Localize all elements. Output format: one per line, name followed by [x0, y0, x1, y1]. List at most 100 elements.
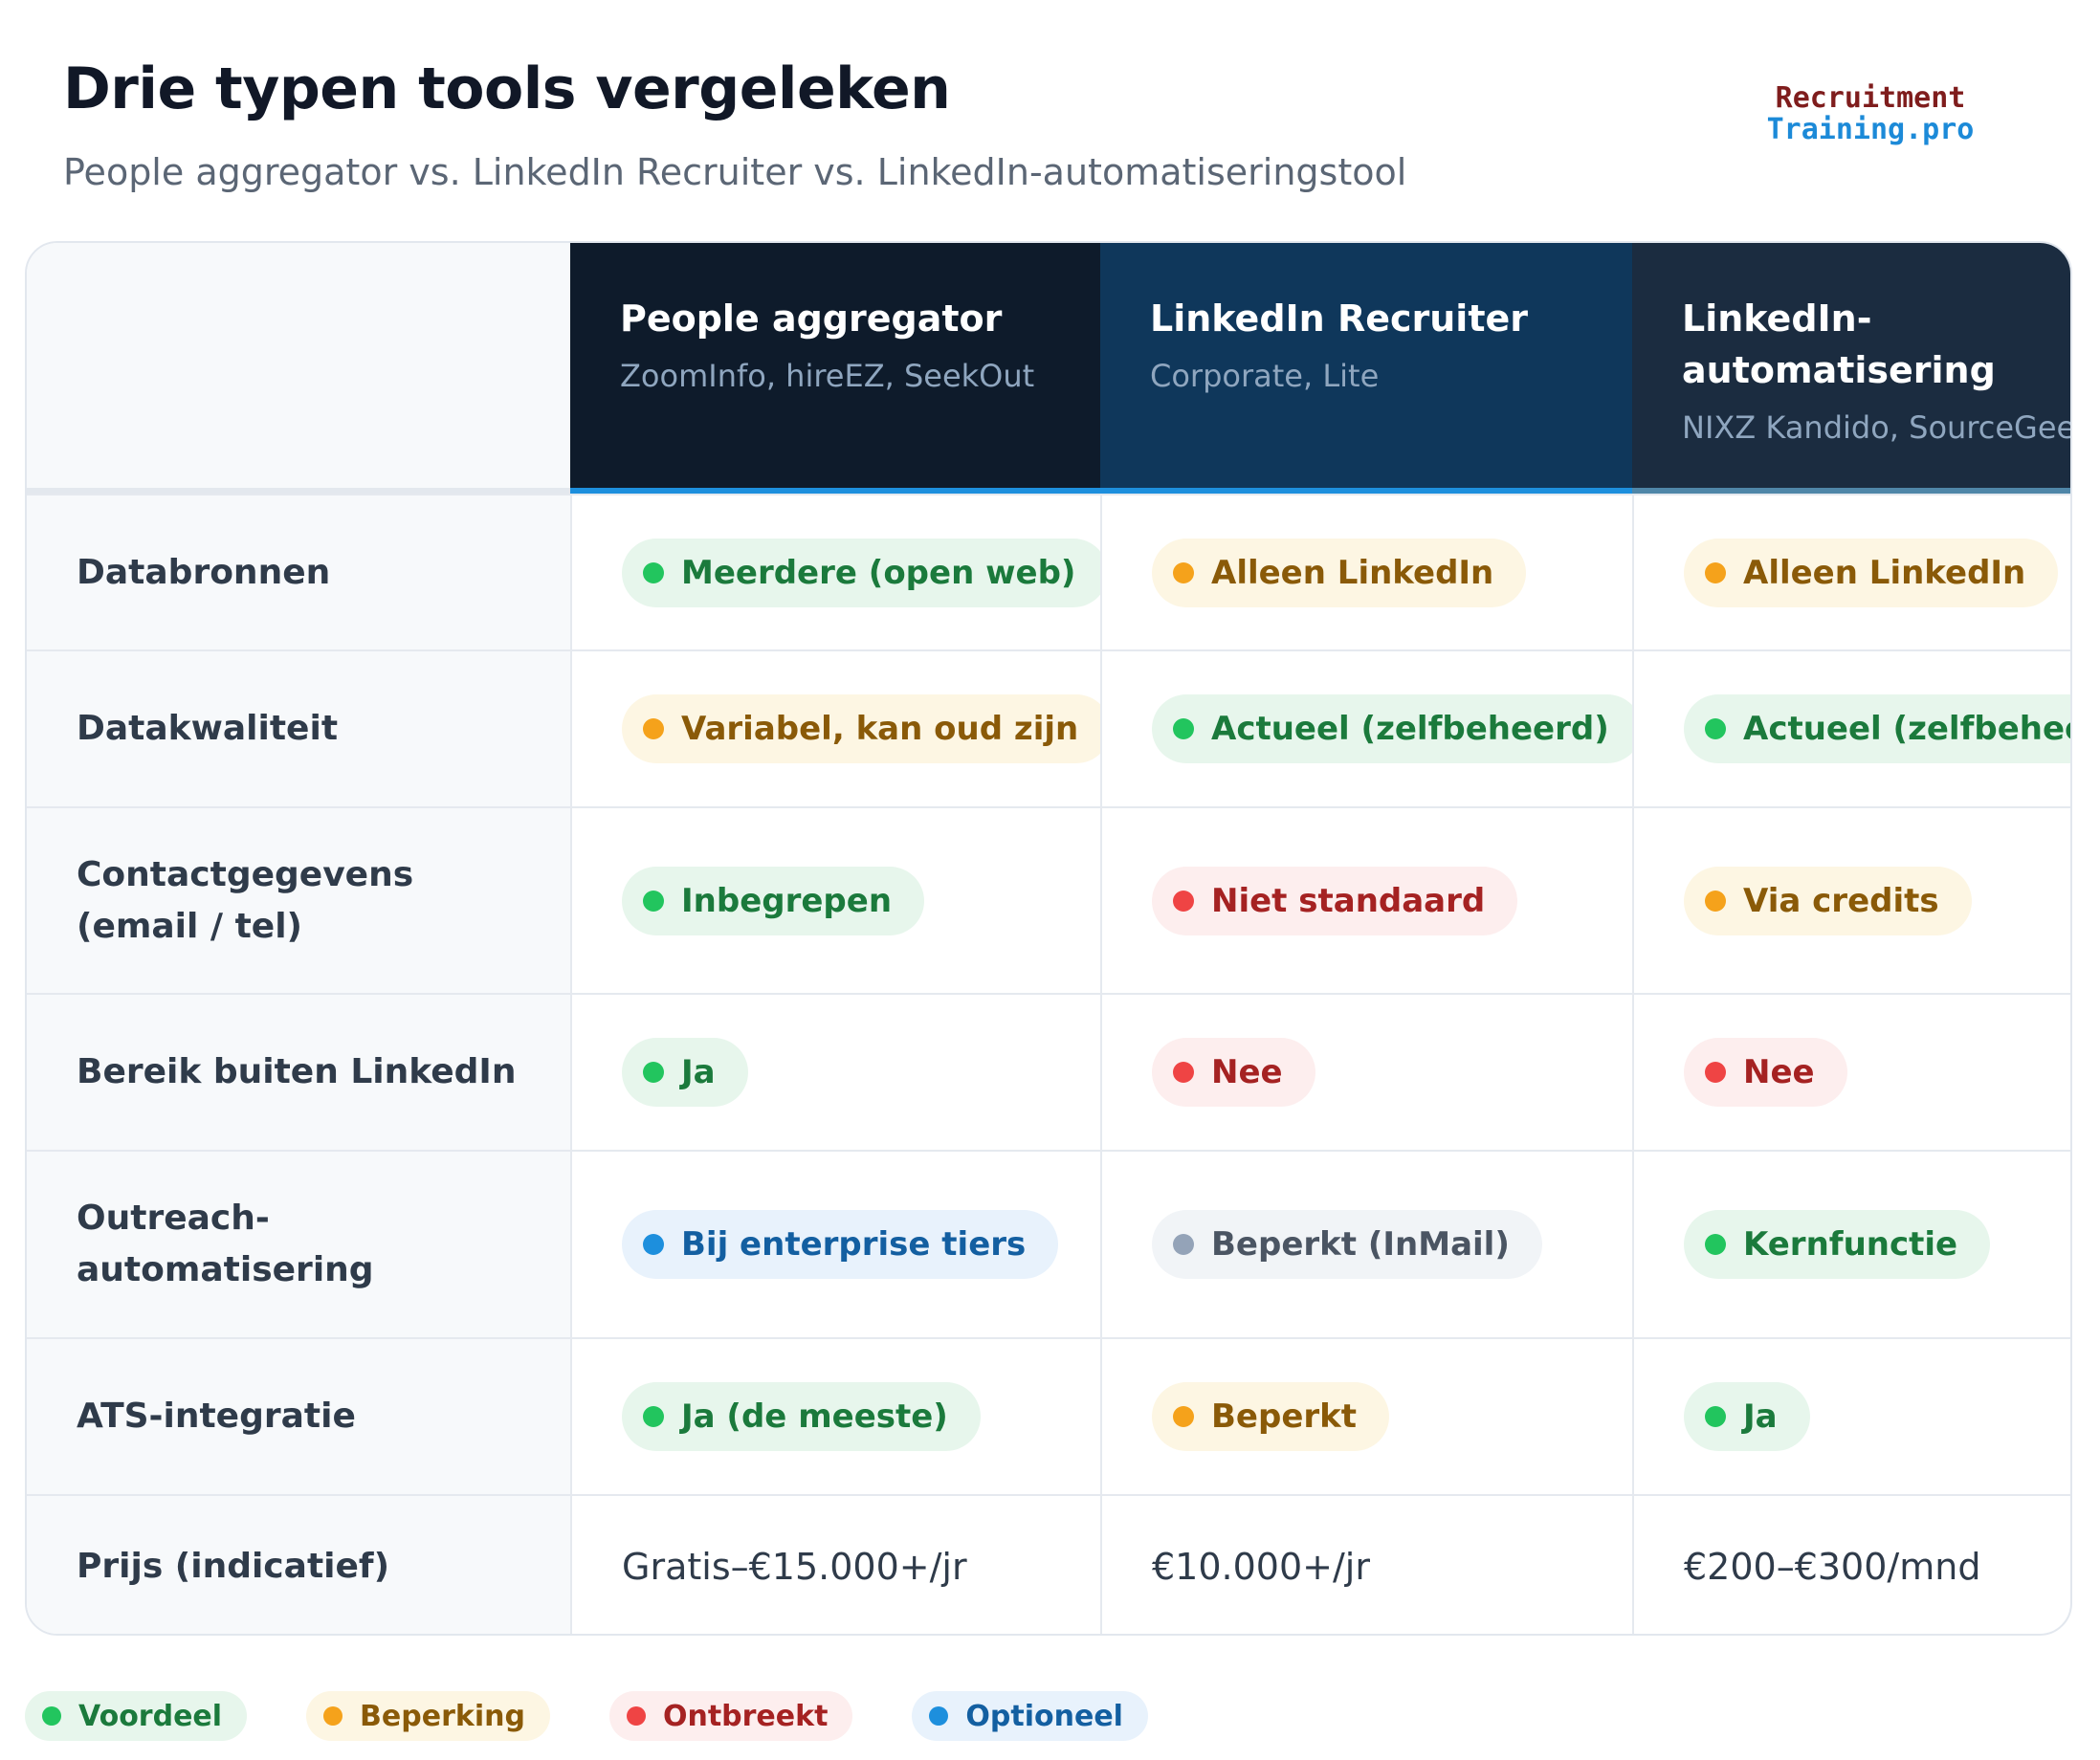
status-text: Nee: [1743, 1053, 1815, 1091]
table-cell: Kernfunctie: [1632, 1152, 2070, 1337]
status-badge: Alleen LinkedIn: [1684, 538, 2059, 607]
status-text: Beperkt (InMail): [1211, 1225, 1510, 1264]
status-dot-icon: [1705, 1062, 1726, 1083]
status-badge: Variabel, kan oud zijn: [622, 694, 1100, 763]
column-title: People aggregator: [620, 297, 1003, 340]
row-label: Outreach-automatisering: [27, 1152, 570, 1337]
logo-line-1: Recruitment: [1775, 81, 1966, 115]
status-badge: Via credits: [1684, 866, 1972, 935]
page-title: Drie typen tools vergeleken: [63, 55, 951, 122]
status-text: Ja: [681, 1053, 716, 1091]
status-text: Kernfunctie: [1743, 1225, 1958, 1264]
status-text: Alleen LinkedIn: [1743, 553, 2026, 592]
legend-label: Voordeel: [78, 1699, 223, 1733]
status-dot-icon: [643, 718, 664, 739]
header-corner: [27, 243, 570, 494]
table-cell: €10.000+/jr: [1100, 1496, 1632, 1634]
table-cell: Niet standaard: [1100, 808, 1632, 993]
status-text: Meerdere (open web): [681, 553, 1076, 592]
status-dot-icon: [1705, 1234, 1726, 1255]
table-row: Datakwaliteit Variabel, kan oud zijn Actue…: [27, 649, 2070, 806]
table-row: Contactgegevens (email / tel) Inbegrepen N…: [27, 806, 2070, 993]
status-badge: Alleen LinkedIn: [1152, 538, 1527, 607]
status-text: Ja (de meeste): [681, 1397, 948, 1436]
status-dot-icon: [1705, 890, 1726, 912]
status-badge: Kernfunctie: [1684, 1210, 1991, 1279]
status-badge: Beperkt (InMail): [1152, 1210, 1542, 1279]
status-text: Via credits: [1743, 881, 1939, 920]
legend-dot-icon: [929, 1706, 949, 1726]
status-text: Actueel (zelfbeheerd): [1743, 710, 2070, 748]
logo-line-2: Training.pro: [1766, 113, 1975, 146]
status-dot-icon: [643, 561, 664, 583]
status-dot-icon: [1705, 561, 1726, 583]
price-value: Gratis–€15.000+/jr: [622, 1546, 967, 1588]
legend-item: Optioneel: [912, 1691, 1148, 1741]
column-title: LinkedIn Recruiter: [1150, 297, 1528, 340]
table-cell: Via credits: [1632, 808, 2070, 993]
column-header-aggregator: People aggregator ZoomInfo, hireEZ, Seek…: [570, 243, 1100, 494]
legend-label: Beperking: [360, 1699, 525, 1733]
status-dot-icon: [1173, 890, 1194, 912]
status-badge: Bij enterprise tiers: [622, 1210, 1059, 1279]
column-header-recruiter: LinkedIn Recruiter Corporate, Lite: [1100, 243, 1632, 494]
row-label: Contactgegevens (email / tel): [27, 808, 570, 993]
column-title: LinkedIn-automatisering: [1682, 297, 1996, 391]
column-subtitle: NIXZ Kandido, SourceGeek: [1682, 409, 2072, 446]
table-cell: Bij enterprise tiers: [570, 1152, 1100, 1337]
column-subtitle: Corporate, Lite: [1150, 358, 1380, 394]
table-cell: Meerdere (open web): [570, 495, 1100, 649]
status-badge: Actueel (zelfbeheerd): [1152, 694, 1632, 763]
legend-label: Ontbreekt: [662, 1699, 829, 1733]
table-row: ATS-integratie Ja (de meeste) Beperkt Ja: [27, 1337, 2070, 1494]
status-badge: Ja: [622, 1038, 748, 1107]
status-dot-icon: [1173, 1062, 1194, 1083]
status-badge: Nee: [1152, 1038, 1315, 1107]
status-badge: Actueel (zelfbeheerd): [1684, 694, 2070, 763]
table-cell: Actueel (zelfbeheerd): [1100, 651, 1632, 806]
column-subtitle: ZoomInfo, hireEZ, SeekOut: [620, 358, 1035, 394]
row-label: ATS-integratie: [27, 1339, 570, 1494]
status-text: Alleen LinkedIn: [1211, 553, 1494, 592]
status-dot-icon: [1173, 718, 1194, 739]
legend-dot-icon: [42, 1706, 61, 1726]
status-dot-icon: [1173, 561, 1194, 583]
table-row: Prijs (indicatief) Gratis–€15.000+/jr €10.…: [27, 1494, 2070, 1634]
legend-dot-icon: [323, 1706, 343, 1726]
legend-item: Beperking: [306, 1691, 550, 1741]
status-text: Beperkt: [1211, 1397, 1358, 1436]
status-badge: Meerdere (open web): [622, 538, 1100, 607]
legend-item: Voordeel: [25, 1691, 248, 1741]
status-badge: Beperkt: [1152, 1382, 1390, 1451]
table-cell: Inbegrepen: [570, 808, 1100, 993]
page-subtitle: People aggregator vs. LinkedIn Recruiter…: [63, 151, 1407, 193]
legend-label: Optioneel: [965, 1699, 1123, 1733]
status-badge: Niet standaard: [1152, 866, 1518, 935]
status-text: Bij enterprise tiers: [681, 1225, 1027, 1264]
table-cell: Actueel (zelfbeheerd): [1632, 651, 2070, 806]
table-cell: Alleen LinkedIn: [1100, 495, 1632, 649]
table-cell: Nee: [1632, 995, 2070, 1150]
status-dot-icon: [643, 1062, 664, 1083]
row-label: Bereik buiten LinkedIn: [27, 995, 570, 1150]
legend-item: Ontbreekt: [608, 1691, 853, 1741]
status-dot-icon: [1705, 718, 1726, 739]
status-dot-icon: [1705, 1406, 1726, 1427]
status-text: Nee: [1211, 1053, 1283, 1091]
table-row: Databronnen Meerdere (open web) Alleen Lin…: [27, 494, 2070, 649]
table-cell: Beperkt: [1100, 1339, 1632, 1494]
table-cell: Ja: [1632, 1339, 2070, 1494]
column-header-automatisering: LinkedIn-automatisering NIXZ Kandido, So…: [1632, 243, 2072, 494]
status-badge: Ja: [1684, 1382, 1810, 1451]
legend-dot-icon: [626, 1706, 646, 1726]
table-cell: Alleen LinkedIn: [1632, 495, 2070, 649]
table-cell: €200–€300/mnd: [1632, 1496, 2070, 1634]
status-text: Inbegrepen: [681, 881, 893, 920]
status-text: Variabel, kan oud zijn: [681, 710, 1079, 748]
status-dot-icon: [1173, 1406, 1194, 1427]
price-value: €200–€300/mnd: [1684, 1546, 1981, 1588]
comparison-table: People aggregator ZoomInfo, hireEZ, Seek…: [25, 241, 2072, 1636]
table-cell: Beperkt (InMail): [1100, 1152, 1632, 1337]
legend: Voordeel Beperking Ontbreekt Optioneel: [25, 1691, 1207, 1741]
brand-logo: Recruitment Training.pro: [1751, 82, 1990, 145]
